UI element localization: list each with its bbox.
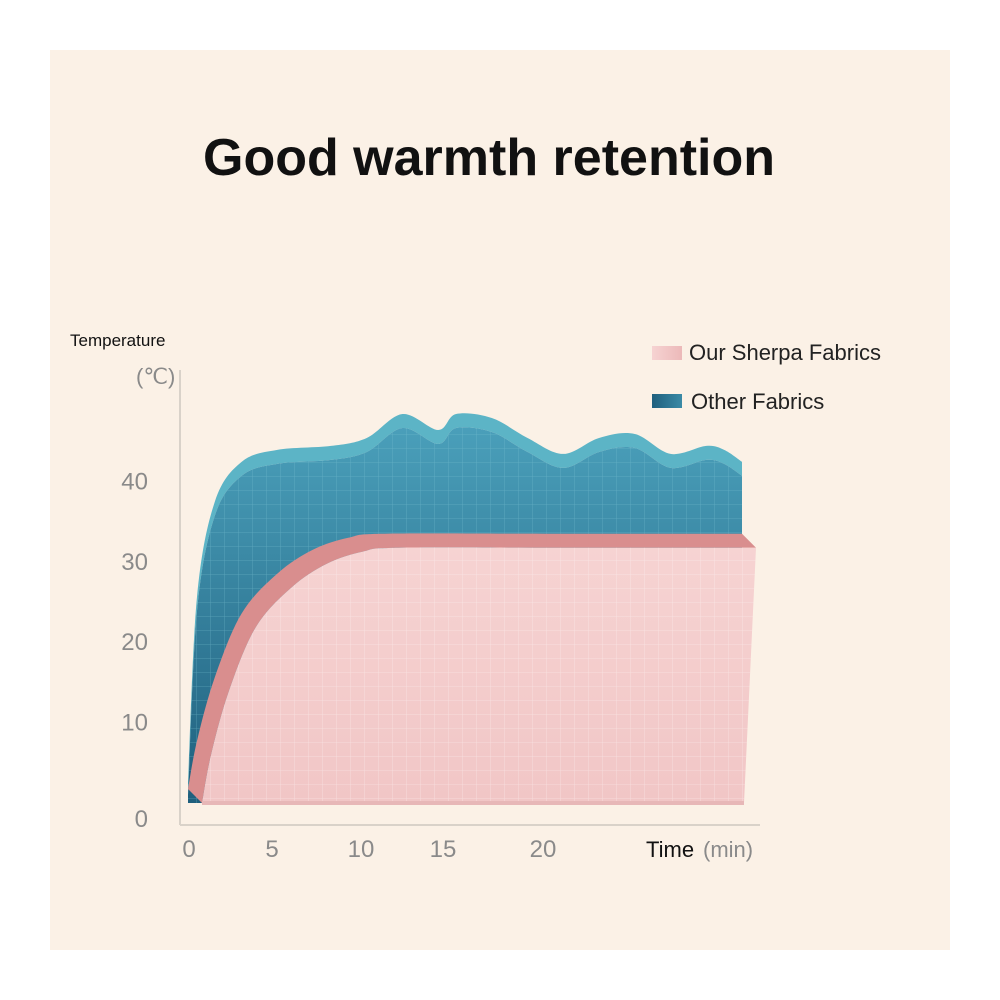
y-tick-label: 40 <box>121 468 148 495</box>
y-tick-label: 0 <box>135 806 148 833</box>
chart-title: Good warmth retention <box>203 129 775 187</box>
y-tick-label: 30 <box>121 549 148 576</box>
y-tick-labels: 0 10 20 30 40 <box>121 468 148 833</box>
series-sherpa-base <box>202 801 744 805</box>
x-tick-labels: 0 5 10 15 20 <box>182 836 556 863</box>
y-tick-label: 20 <box>121 629 148 656</box>
y-tick-label: 10 <box>121 710 148 737</box>
x-tick-label: 0 <box>182 836 195 863</box>
x-tick-label: 20 <box>530 836 557 863</box>
series-sherpa-texture <box>202 547 756 803</box>
legend-swatch-other <box>652 394 682 408</box>
legend-swatch-sherpa <box>652 346 682 360</box>
y-axis-unit: (℃) <box>136 364 175 389</box>
x-tick-label: 10 <box>348 836 375 863</box>
x-tick-label: 15 <box>430 836 457 863</box>
legend: Our Sherpa Fabrics Other Fabrics <box>652 340 881 414</box>
x-tick-label: 5 <box>265 836 278 863</box>
x-axis-label: Time <box>646 837 694 862</box>
legend-label-sherpa: Our Sherpa Fabrics <box>689 340 881 365</box>
area-layer <box>188 413 756 805</box>
legend-label-other: Other Fabrics <box>691 389 824 414</box>
x-axis-unit: (min) <box>703 837 753 862</box>
y-axis-label: Temperature <box>70 331 165 350</box>
